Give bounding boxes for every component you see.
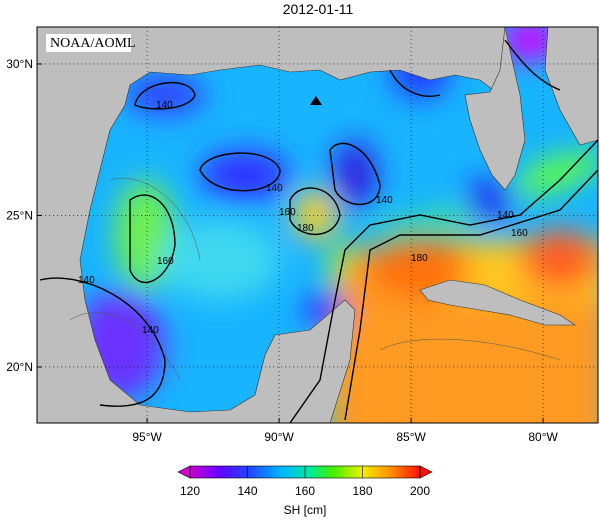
lat-tick-label: 20°N bbox=[6, 360, 33, 374]
contour-label: 160 bbox=[511, 228, 528, 239]
colorbar-tick-label: 140 bbox=[237, 484, 257, 498]
contour-label: 160 bbox=[157, 256, 174, 267]
lat-tick-label: 25°N bbox=[6, 208, 33, 222]
colorbar-tick-label: 180 bbox=[352, 484, 372, 498]
contour-label: 180 bbox=[411, 253, 428, 264]
lon-tick-label: 85°W bbox=[396, 430, 426, 444]
title: 2012-01-11 bbox=[283, 1, 354, 17]
contour-label: 180 bbox=[297, 223, 314, 234]
lat-tick-label: 30°N bbox=[6, 57, 33, 71]
contour-label: 140 bbox=[78, 275, 95, 286]
lon-tick-label: 95°W bbox=[132, 430, 162, 444]
contour-label: 160 bbox=[279, 207, 296, 218]
colorbar-high-arrow bbox=[419, 465, 433, 479]
lon-tick-label: 80°W bbox=[528, 430, 558, 444]
station-marker bbox=[310, 96, 322, 105]
colorbar-tick-label: 200 bbox=[410, 484, 430, 498]
colorbar-low-arrow bbox=[177, 465, 191, 479]
colorbar-tick-label: 160 bbox=[295, 484, 315, 498]
contour-label: 140 bbox=[376, 195, 393, 206]
lon-tick-label: 90°W bbox=[264, 430, 294, 444]
credit-box bbox=[46, 34, 131, 52]
map-field bbox=[37, 27, 598, 423]
contour-label: 140 bbox=[266, 183, 283, 194]
credit: NOAA/AOML bbox=[50, 36, 136, 51]
colorbar-label: SH [cm] bbox=[284, 503, 327, 517]
colorbar-tick-label: 120 bbox=[180, 484, 200, 498]
contour-label: 140 bbox=[142, 325, 159, 336]
map-frame bbox=[36, 26, 599, 424]
contour-label: 140 bbox=[156, 100, 173, 111]
